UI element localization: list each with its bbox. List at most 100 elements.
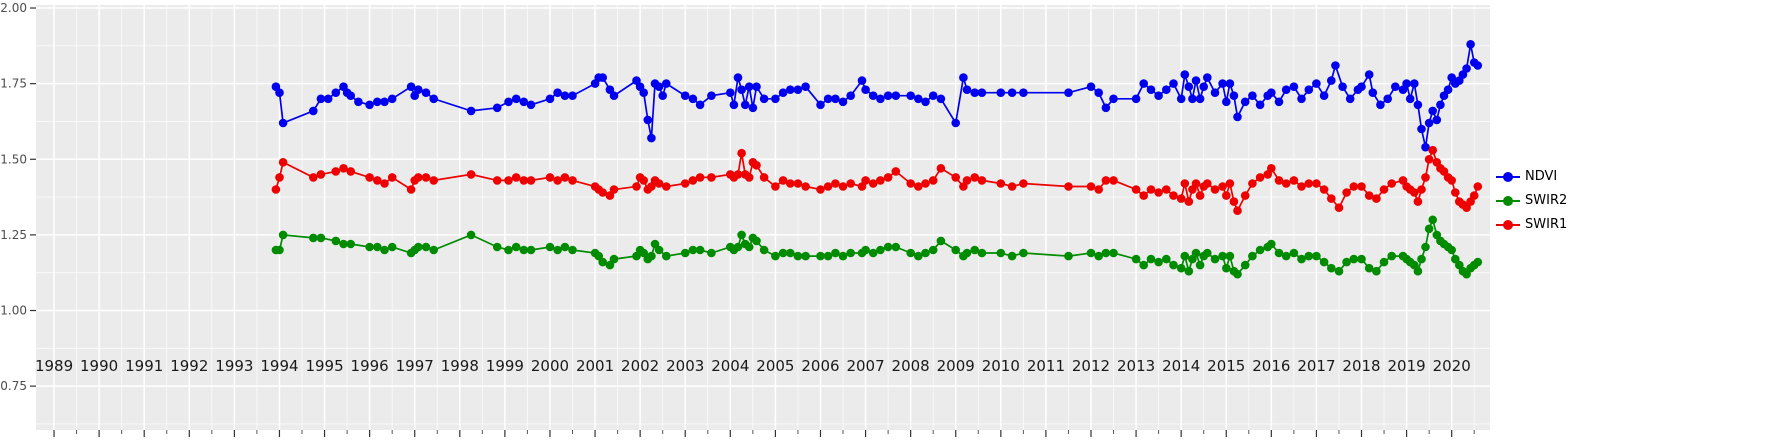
data-point	[1372, 194, 1381, 203]
data-point	[1225, 179, 1235, 188]
data-point	[1443, 85, 1453, 94]
data-point	[373, 242, 382, 252]
data-point	[421, 242, 431, 252]
x-tick-label: 2013	[1117, 357, 1155, 375]
data-point	[861, 245, 870, 255]
data-point	[1462, 64, 1471, 73]
data-point	[1109, 94, 1118, 104]
data-point	[1007, 182, 1017, 191]
data-point	[1225, 79, 1235, 88]
data-point	[1267, 239, 1276, 249]
x-tick-label: 2002	[621, 357, 659, 375]
data-point	[737, 148, 746, 158]
data-point	[1364, 263, 1374, 273]
data-point	[1184, 266, 1194, 276]
data-point	[1372, 266, 1381, 276]
data-point	[680, 179, 690, 188]
data-point	[1086, 82, 1096, 91]
data-point	[406, 185, 416, 194]
x-tick-label: 1993	[215, 357, 253, 375]
data-point	[346, 239, 356, 249]
data-point	[1094, 185, 1103, 194]
x-tick-label: 2014	[1162, 357, 1200, 375]
data-point	[1338, 82, 1347, 91]
legend-key-swir1	[1496, 217, 1520, 233]
data-point	[1218, 251, 1227, 261]
data-point	[1402, 79, 1411, 88]
data-point	[1131, 185, 1141, 194]
data-point	[793, 251, 803, 261]
data-point	[1387, 251, 1396, 261]
data-point	[868, 248, 878, 258]
data-point	[748, 103, 758, 113]
data-point	[883, 173, 893, 182]
data-point	[278, 230, 288, 240]
data-point	[1413, 100, 1423, 110]
data-point	[823, 94, 833, 104]
data-point	[1203, 179, 1212, 188]
data-point	[1327, 263, 1336, 273]
data-point	[744, 242, 754, 252]
data-point	[977, 88, 987, 97]
data-point	[1064, 251, 1073, 261]
data-point	[316, 170, 326, 179]
data-point	[1331, 61, 1340, 70]
data-point	[1424, 155, 1434, 164]
data-point	[1274, 176, 1284, 185]
data-point	[1281, 179, 1291, 188]
data-point	[316, 233, 326, 243]
data-point	[1466, 40, 1475, 49]
data-point	[605, 260, 615, 270]
data-point	[639, 248, 648, 258]
data-point	[309, 106, 318, 116]
data-point	[1169, 260, 1178, 270]
data-point	[466, 170, 476, 179]
data-point	[688, 245, 698, 255]
data-point	[429, 176, 439, 185]
legend-key-swir2	[1496, 193, 1520, 209]
data-point	[1312, 179, 1321, 188]
data-point	[962, 85, 972, 94]
data-point	[1154, 91, 1163, 100]
x-tick-label: 2019	[1387, 357, 1425, 375]
data-point	[846, 248, 855, 258]
data-point	[1195, 191, 1205, 200]
x-tick-label: 1994	[260, 357, 298, 375]
data-point	[1342, 188, 1351, 197]
data-point	[1180, 70, 1190, 79]
data-point	[876, 245, 885, 255]
data-point	[1131, 94, 1141, 104]
data-point	[654, 179, 664, 188]
data-point	[793, 85, 803, 94]
data-point	[1146, 85, 1156, 94]
data-point	[876, 176, 885, 185]
data-point	[275, 88, 284, 97]
data-point	[373, 176, 382, 185]
data-point	[1281, 251, 1291, 261]
data-point	[786, 248, 795, 258]
data-point	[891, 167, 901, 176]
axes: 0.75 1.00 1.25 1.50 1.75 2.00 1989 1990 1991 1992…	[0, 1, 1475, 437]
data-point	[1432, 115, 1442, 125]
x-tick-label: 1992	[170, 357, 208, 375]
series-swir2	[271, 215, 1483, 279]
data-point	[846, 179, 855, 188]
data-point	[1203, 73, 1212, 82]
data-point	[906, 179, 915, 188]
data-point	[380, 245, 389, 255]
data-point	[951, 173, 960, 182]
data-point	[526, 245, 536, 255]
data-point	[752, 82, 761, 91]
data-point	[1191, 248, 1201, 258]
data-point	[962, 248, 972, 258]
data-point	[951, 118, 960, 128]
data-point	[492, 103, 502, 113]
data-point	[553, 245, 562, 255]
data-point	[1379, 257, 1389, 267]
data-point	[1225, 251, 1235, 261]
data-point	[662, 79, 671, 88]
data-point	[1109, 248, 1118, 258]
data-point	[1109, 176, 1118, 185]
data-point	[1421, 142, 1430, 152]
data-point	[414, 85, 423, 94]
